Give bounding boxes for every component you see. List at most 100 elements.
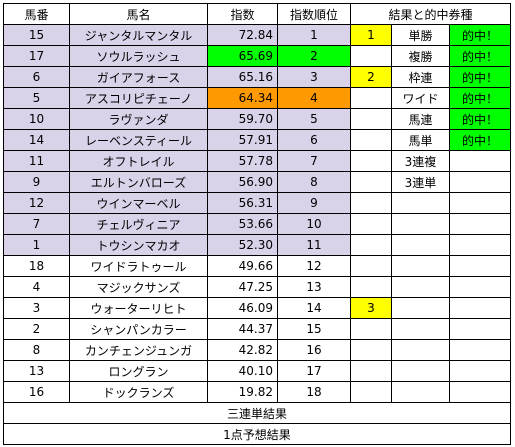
- table-row: 13 ロングラン 40.10 17: [3, 360, 511, 382]
- bet-type-cell: 単勝: [391, 24, 450, 46]
- bet-type-cell: [391, 255, 450, 277]
- index-score-cell: 52.30: [207, 234, 278, 256]
- horse-name-cell: ジャンタルマンタル: [69, 24, 208, 46]
- horse-number-cell: 15: [3, 24, 70, 46]
- horse-number-cell: 17: [3, 45, 70, 67]
- index-rank-cell: 14: [277, 297, 351, 319]
- hit-status-cell: [449, 192, 511, 214]
- table-row: 10 ラヴァンダ 59.70 5 馬連 的中！: [3, 108, 511, 130]
- index-score-cell: 53.66: [207, 213, 278, 235]
- result-position-cell: 3: [350, 297, 392, 319]
- hit-status-cell: [449, 255, 511, 277]
- horse-name-cell: ソウルラッシュ: [69, 45, 208, 67]
- horse-number-cell: 5: [3, 87, 70, 109]
- hit-status-cell: 的中！: [449, 129, 511, 151]
- horse-number-cell: 14: [3, 129, 70, 151]
- table-row: 14 レーベンスティール 57.91 6 馬単 的中！: [3, 129, 511, 151]
- horse-number-cell: 16: [3, 381, 70, 403]
- bet-type-cell: [391, 297, 450, 319]
- result-position-cell: [350, 45, 392, 67]
- result-position-cell: [350, 339, 392, 361]
- index-rank-cell: 4: [277, 87, 351, 109]
- table-row: 15 ジャンタルマンタル 72.84 1 1 単勝 的中！: [3, 24, 511, 46]
- index-rank-cell: 7: [277, 150, 351, 172]
- table-row: 5 アスコリピチェーノ 64.34 4 ワイド 的中！: [3, 87, 511, 109]
- table-row: 17 ソウルラッシュ 65.69 2 複勝 的中！: [3, 45, 511, 67]
- index-rank-cell: 2: [277, 45, 351, 67]
- bet-type-cell: [391, 234, 450, 256]
- horse-name-cell: エルトンバローズ: [69, 171, 208, 193]
- result-position-cell: 1: [350, 24, 392, 46]
- index-score-cell: 57.91: [207, 129, 278, 151]
- table-row: 7 チェルヴィニア 53.66 10: [3, 213, 511, 235]
- horse-name-cell: マジックサンズ: [69, 276, 208, 298]
- hit-status-cell: 的中！: [449, 108, 511, 130]
- table-row: 2 シャンパンカラー 44.37 15: [3, 318, 511, 340]
- index-rank-cell: 18: [277, 381, 351, 403]
- horse-number-cell: 11: [3, 150, 70, 172]
- result-position-cell: [350, 318, 392, 340]
- horse-name-cell: チェルヴィニア: [69, 213, 208, 235]
- index-score-cell: 72.84: [207, 24, 278, 46]
- table-row: 4 マジックサンズ 47.25 13: [3, 276, 511, 298]
- result-position-cell: [350, 255, 392, 277]
- header-result-bet-types: 結果と的中券種: [350, 3, 511, 25]
- index-score-cell: 64.34: [207, 87, 278, 109]
- bet-type-cell: 3連複: [391, 150, 450, 172]
- table-row: 16 ドックランズ 19.82 18: [3, 381, 511, 403]
- result-position-cell: [350, 171, 392, 193]
- index-score-cell: 40.10: [207, 360, 278, 382]
- horse-name-cell: ウインマーベル: [69, 192, 208, 214]
- one-point-prediction-label: 1点予想結果: [3, 423, 511, 445]
- index-rank-cell: 11: [277, 234, 351, 256]
- horse-number-cell: 10: [3, 108, 70, 130]
- horse-number-cell: 1: [3, 234, 70, 256]
- bet-type-cell: [391, 360, 450, 382]
- hit-status-cell: [449, 171, 511, 193]
- horse-name-cell: シャンパンカラー: [69, 318, 208, 340]
- result-position-cell: [350, 150, 392, 172]
- index-score-cell: 46.09: [207, 297, 278, 319]
- table-row: 1 トウシンマカオ 52.30 11: [3, 234, 511, 256]
- horse-name-cell: ラヴァンダ: [69, 108, 208, 130]
- bet-type-cell: 枠連: [391, 66, 450, 88]
- horse-name-cell: ロングラン: [69, 360, 208, 382]
- result-position-cell: [350, 360, 392, 382]
- index-score-cell: 49.66: [207, 255, 278, 277]
- horse-number-cell: 3: [3, 297, 70, 319]
- result-position-cell: [350, 192, 392, 214]
- footer-row-trifecta: 三連単結果: [3, 402, 511, 424]
- header-row: 馬番 馬名 指数 指数順位 結果と的中券種: [3, 3, 511, 25]
- bet-type-cell: 馬単: [391, 129, 450, 151]
- horse-number-cell: 2: [3, 318, 70, 340]
- bet-type-cell: ワイド: [391, 87, 450, 109]
- table-row: 9 エルトンバローズ 56.90 8 3連単: [3, 171, 511, 193]
- hit-status-cell: [449, 234, 511, 256]
- hit-status-cell: [449, 276, 511, 298]
- index-rank-cell: 5: [277, 108, 351, 130]
- horse-name-cell: オフトレイル: [69, 150, 208, 172]
- index-rank-cell: 10: [277, 213, 351, 235]
- hit-status-cell: [449, 360, 511, 382]
- horse-name-cell: トウシンマカオ: [69, 234, 208, 256]
- result-position-cell: [350, 381, 392, 403]
- index-rank-cell: 6: [277, 129, 351, 151]
- table-row: 3 ウォーターリヒト 46.09 14 3: [3, 297, 511, 319]
- footer-row-one-point: 1点予想結果: [3, 423, 511, 445]
- index-score-cell: 56.90: [207, 171, 278, 193]
- result-spreadsheet: 馬番 馬名 指数 指数順位 結果と的中券種 15 ジャンタルマンタル 72.84 1 1…: [3, 3, 511, 445]
- horse-name-cell: レーベンスティール: [69, 129, 208, 151]
- hit-status-cell: [449, 381, 511, 403]
- result-position-cell: [350, 129, 392, 151]
- header-horse-name: 馬名: [69, 3, 208, 25]
- result-position-cell: 2: [350, 66, 392, 88]
- horse-number-cell: 9: [3, 171, 70, 193]
- result-position-cell: [350, 276, 392, 298]
- bet-type-cell: [391, 276, 450, 298]
- horse-number-cell: 18: [3, 255, 70, 277]
- index-rank-cell: 16: [277, 339, 351, 361]
- horse-number-cell: 13: [3, 360, 70, 382]
- hit-status-cell: [449, 213, 511, 235]
- horse-number-cell: 7: [3, 213, 70, 235]
- index-rank-cell: 9: [277, 192, 351, 214]
